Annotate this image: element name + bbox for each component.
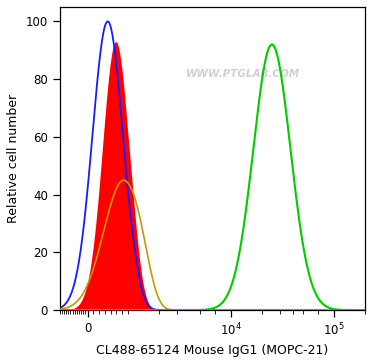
Text: WWW.PTGLAB.COM: WWW.PTGLAB.COM [186,69,300,79]
Y-axis label: Relative cell number: Relative cell number [7,94,20,223]
X-axis label: CL488-65124 Mouse IgG1 (MOPC-21): CL488-65124 Mouse IgG1 (MOPC-21) [96,344,328,357]
